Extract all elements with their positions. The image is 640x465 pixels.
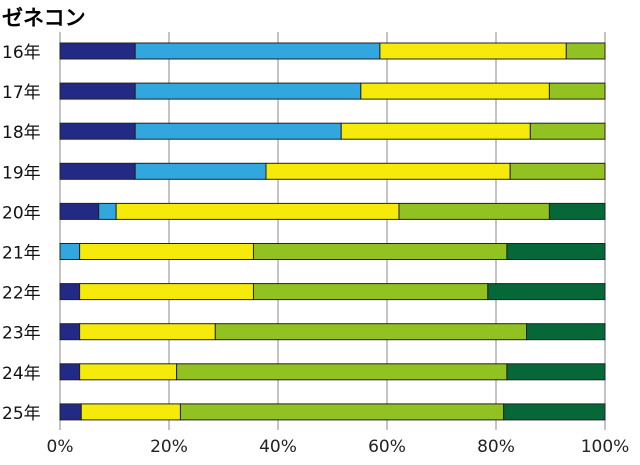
bar-segment xyxy=(59,323,81,341)
bar-segment xyxy=(79,243,254,260)
category-label: 22年 xyxy=(2,284,41,304)
bar-segment xyxy=(59,122,136,140)
bar-segment xyxy=(252,283,489,301)
bar-segment xyxy=(487,283,606,301)
chart-title: ゼネコン xyxy=(2,6,86,30)
bar-segment xyxy=(59,363,81,381)
bar-segment xyxy=(134,42,381,60)
bar-segment xyxy=(265,162,511,180)
bar-segment xyxy=(506,363,606,381)
bar-segment xyxy=(134,82,362,100)
bar-segment xyxy=(59,283,81,301)
x-tick-label: 40% xyxy=(259,437,297,457)
category-label: 21年 xyxy=(2,244,41,264)
bar-segment xyxy=(115,202,400,220)
bar-segment xyxy=(59,42,136,60)
x-tick-label: 0% xyxy=(47,437,74,457)
x-tick-label: 60% xyxy=(368,437,406,457)
x-tick-label: 80% xyxy=(477,437,515,457)
bar-segment xyxy=(59,243,81,260)
bar-segment xyxy=(79,283,254,301)
bar-segment xyxy=(506,243,606,260)
bar-segment xyxy=(398,202,550,220)
category-label: 20年 xyxy=(2,203,41,223)
bar-segment xyxy=(79,363,178,381)
bar-segment xyxy=(548,82,606,100)
bar-segment xyxy=(59,82,136,100)
bar-segment xyxy=(176,363,508,381)
category-label: 24年 xyxy=(2,364,41,384)
bar-segment xyxy=(134,122,342,140)
bar-segment xyxy=(360,82,550,100)
bar-segment xyxy=(59,403,82,421)
category-label: 19年 xyxy=(2,163,41,183)
bar-segment xyxy=(134,162,267,180)
bar-segment xyxy=(59,202,100,220)
bar-segment xyxy=(98,202,117,220)
bar-segment xyxy=(79,323,216,341)
bar-segment xyxy=(214,323,528,341)
bar-segment xyxy=(340,122,531,140)
bar-segment xyxy=(252,243,508,260)
category-label: 18年 xyxy=(2,123,41,143)
category-label: 25年 xyxy=(2,404,41,424)
category-label: 17年 xyxy=(2,83,41,103)
bar-segment xyxy=(526,323,606,341)
bar-segment xyxy=(509,162,606,180)
bar-segment xyxy=(565,42,606,60)
bar-segment xyxy=(529,122,606,140)
category-label: 23年 xyxy=(2,324,41,344)
x-tick-label: 20% xyxy=(150,437,188,457)
bar-segment xyxy=(179,403,505,421)
bar-segment xyxy=(59,162,136,180)
bar-segment xyxy=(379,42,567,60)
x-tick-label: 100% xyxy=(581,437,630,457)
bar-segment xyxy=(503,403,606,421)
bar-segment xyxy=(80,403,181,421)
category-label: 16年 xyxy=(2,43,41,63)
bar-segment xyxy=(548,202,606,220)
